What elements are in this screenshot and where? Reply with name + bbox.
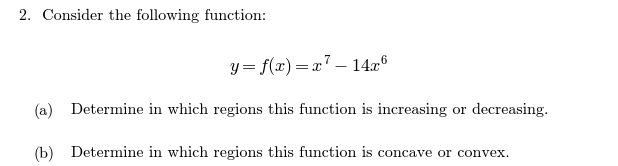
Text: Determine in which regions this function is increasing or decreasing.: Determine in which regions this function… <box>71 103 549 117</box>
Text: (a): (a) <box>34 103 54 119</box>
Text: 2.  Consider the following function:: 2. Consider the following function: <box>19 8 266 23</box>
Text: Determine in which regions this function is concave or convex.: Determine in which regions this function… <box>71 146 510 160</box>
Text: (b): (b) <box>34 146 55 162</box>
Text: $y = f(x) = x^7 - 14x^6$: $y = f(x) = x^7 - 14x^6$ <box>229 53 389 78</box>
